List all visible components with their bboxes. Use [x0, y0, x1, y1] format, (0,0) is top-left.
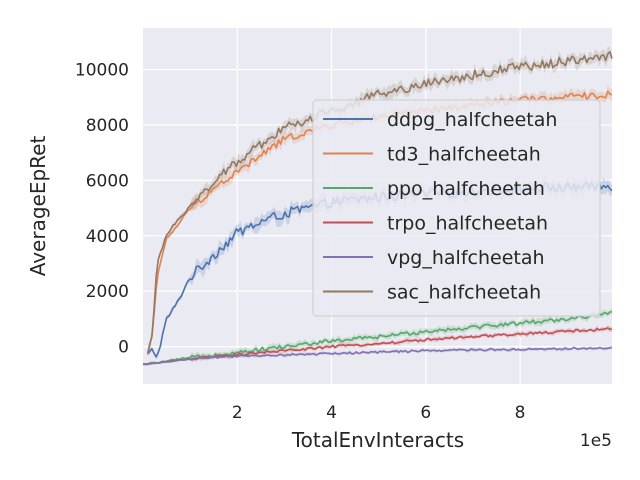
x-axis-offset-label: 1e5: [580, 431, 612, 451]
legend: ddpg_halfcheetah td3_halfcheetah ppo_halfc…: [312, 99, 601, 317]
y-axis-ticks: 0 2000 4000 6000 8000 10000: [75, 61, 129, 358]
series-line-trpo_halfcheetah: [142, 327, 613, 366]
x-axis-ticks: 2 4 6 8: [232, 403, 526, 423]
legend-label-trpo_halfcheetah: trpo_halfcheetah: [387, 213, 548, 235]
x-tick-label: 4: [326, 403, 337, 423]
legend-label-vpg_halfcheetah: vpg_halfcheetah: [387, 247, 545, 269]
x-tick-label: 8: [515, 403, 526, 423]
legend-label-td3_halfcheetah: td3_halfcheetah: [387, 144, 541, 166]
x-tick-label: 2: [232, 403, 243, 423]
y-tick-label: 0: [118, 338, 129, 358]
legend-frame: [312, 99, 601, 317]
legend-label-ddpg_halfcheetah: ddpg_halfcheetah: [387, 109, 557, 131]
band-ppo_halfcheetah: [143, 308, 612, 366]
legend-label-ppo_halfcheetah: ppo_halfcheetah: [387, 178, 545, 200]
y-tick-label: 2000: [86, 282, 129, 302]
x-axis-label: TotalEnvInteracts: [291, 428, 464, 452]
y-axis-label: AverageEpRet: [26, 136, 50, 277]
legend-label-sac_halfcheetah: sac_halfcheetah: [387, 282, 541, 304]
y-tick-label: 4000: [86, 227, 129, 247]
band-ddpg_halfcheetah: [147, 173, 612, 360]
y-tick-label: 8000: [86, 116, 129, 136]
series-line-vpg_halfcheetah: [142, 346, 613, 366]
series-line-sac_halfcheetah: [146, 50, 613, 354]
y-tick-label: 10000: [75, 61, 129, 81]
y-tick-label: 6000: [86, 171, 129, 191]
x-tick-label: 6: [420, 403, 431, 423]
